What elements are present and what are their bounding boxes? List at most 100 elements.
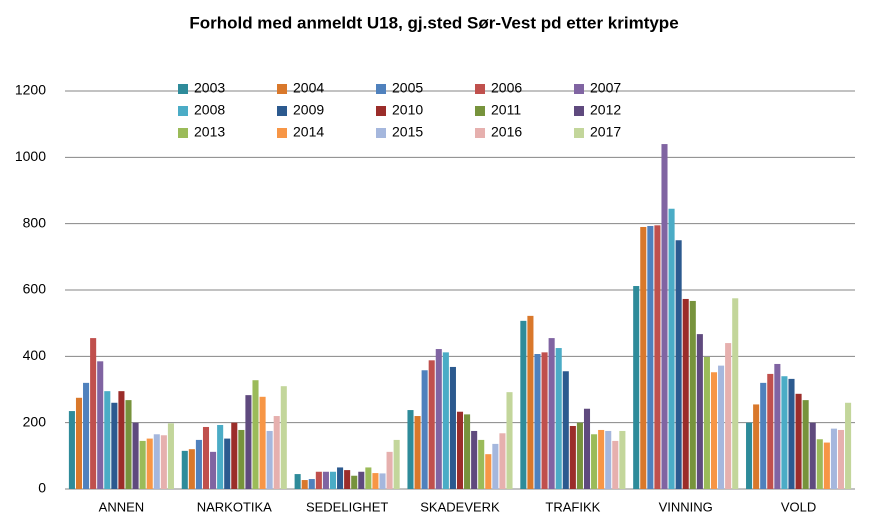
bar — [718, 365, 725, 489]
legend-swatch — [475, 106, 485, 116]
bar — [442, 352, 449, 489]
bar — [555, 348, 562, 489]
bar — [534, 354, 541, 489]
legend-swatch — [277, 128, 287, 138]
bar — [471, 430, 478, 489]
legend-label: 2014 — [293, 124, 324, 140]
bar — [344, 470, 351, 489]
bar — [238, 429, 245, 489]
legend-label: 2009 — [293, 102, 324, 118]
legend-swatch — [475, 84, 485, 94]
bar — [788, 378, 795, 489]
legend-label: 2007 — [590, 80, 621, 96]
bar — [591, 434, 598, 489]
bar — [682, 298, 689, 489]
bar — [492, 443, 499, 489]
legend-label: 2011 — [491, 102, 521, 118]
bar — [414, 416, 421, 489]
legend-label: 2003 — [194, 80, 225, 96]
bar — [520, 320, 527, 489]
bar — [802, 400, 809, 489]
bar — [689, 300, 696, 489]
bar — [224, 438, 231, 489]
bar — [181, 450, 188, 489]
bar — [647, 225, 654, 489]
legend-label: 2010 — [392, 102, 423, 118]
bar — [210, 451, 217, 489]
legend-swatch — [574, 106, 584, 116]
x-tick-label: ANNEN — [99, 499, 145, 514]
legend-swatch — [376, 106, 386, 116]
legend-swatch — [277, 106, 287, 116]
bar — [633, 286, 640, 489]
bar — [675, 240, 682, 489]
y-tick-label: 800 — [23, 214, 47, 230]
legend-swatch — [376, 84, 386, 94]
bar — [421, 370, 428, 489]
legend-swatch — [178, 84, 188, 94]
legend-swatch — [574, 128, 584, 138]
bar — [146, 438, 153, 489]
legend-label: 2013 — [194, 124, 225, 140]
bar — [612, 440, 619, 489]
bar — [760, 382, 767, 489]
bar — [640, 226, 647, 489]
bar — [118, 391, 125, 489]
x-tick-label: NARKOTIKA — [197, 499, 272, 514]
bar — [449, 366, 456, 489]
bar — [245, 395, 252, 489]
bar — [104, 391, 111, 489]
legend-label: 2008 — [194, 102, 225, 118]
y-tick-label: 200 — [23, 413, 47, 429]
bar — [725, 343, 732, 489]
bar — [598, 429, 605, 489]
bar — [315, 471, 322, 489]
bar — [837, 429, 845, 489]
legend-label: 2012 — [590, 102, 621, 118]
bar — [202, 426, 210, 489]
bar — [259, 396, 266, 489]
bar — [753, 404, 760, 489]
legend-label: 2006 — [491, 80, 522, 96]
bar — [83, 382, 90, 489]
bar — [823, 442, 830, 489]
y-tick-label: 1000 — [15, 148, 46, 164]
bar — [781, 376, 788, 489]
bar — [160, 435, 167, 489]
bar — [435, 349, 442, 489]
bar — [351, 475, 358, 489]
bar — [301, 480, 308, 489]
bar — [372, 473, 379, 489]
bar — [308, 479, 315, 489]
bar — [562, 371, 569, 489]
bar — [337, 467, 344, 489]
legend-swatch — [376, 128, 386, 138]
bar — [188, 449, 195, 489]
bar — [464, 414, 471, 489]
y-tick-label: 1200 — [15, 82, 46, 98]
bar — [774, 363, 781, 489]
x-tick-label: VOLD — [781, 499, 816, 514]
bar — [795, 393, 802, 489]
bar — [365, 467, 372, 489]
bar — [111, 402, 118, 489]
bar — [75, 397, 83, 489]
bar — [97, 361, 104, 489]
bar — [668, 208, 675, 489]
legend-label: 2004 — [293, 80, 324, 96]
x-tick-label: SEDELIGHET — [306, 499, 388, 514]
bar — [428, 360, 435, 489]
chart-title: Forhold med anmeldt U18, gj.sted Sør-Ves… — [189, 13, 678, 32]
bar — [696, 334, 703, 489]
bar — [506, 392, 513, 489]
y-tick-label: 0 — [38, 480, 46, 496]
y-tick-label: 400 — [23, 347, 47, 363]
legend-label: 2016 — [491, 124, 522, 140]
bar — [816, 439, 823, 489]
bar — [132, 422, 139, 489]
bar — [478, 439, 485, 489]
legend-label: 2017 — [590, 124, 621, 140]
bar — [231, 422, 238, 489]
bar — [273, 416, 280, 489]
